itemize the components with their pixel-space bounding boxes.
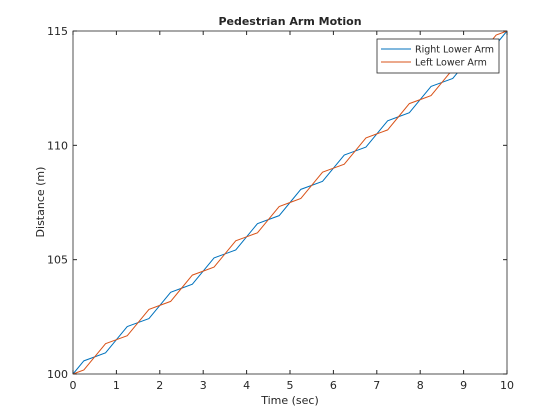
y-axis-label: Distance (m) (34, 167, 47, 238)
y-tick-label: 100 (47, 368, 68, 381)
x-tick-label: 10 (500, 379, 514, 392)
x-tick-label: 7 (373, 379, 380, 392)
x-tick-label: 5 (287, 379, 294, 392)
legend-label: Right Lower Arm (415, 45, 494, 56)
y-tick-label: 115 (47, 25, 68, 38)
x-tick-label: 9 (460, 379, 467, 392)
x-tick-label: 1 (113, 379, 120, 392)
x-axis-label: Time (sec) (260, 394, 319, 407)
y-tick-label: 105 (47, 254, 68, 267)
axes-box (72, 30, 508, 375)
x-tick-label: 3 (200, 379, 207, 392)
line-series (72, 30, 508, 375)
x-tick-label: 2 (156, 379, 163, 392)
chart-title: Pedestrian Arm Motion (218, 15, 361, 28)
x-tick-label: 0 (70, 379, 77, 392)
x-tick-label: 8 (417, 379, 424, 392)
legend-box (376, 38, 500, 74)
x-tick-label: 6 (330, 379, 337, 392)
x-tick-label: 4 (243, 379, 250, 392)
legend-label: Left Lower Arm (415, 58, 487, 69)
y-tick-label: 110 (47, 139, 68, 152)
